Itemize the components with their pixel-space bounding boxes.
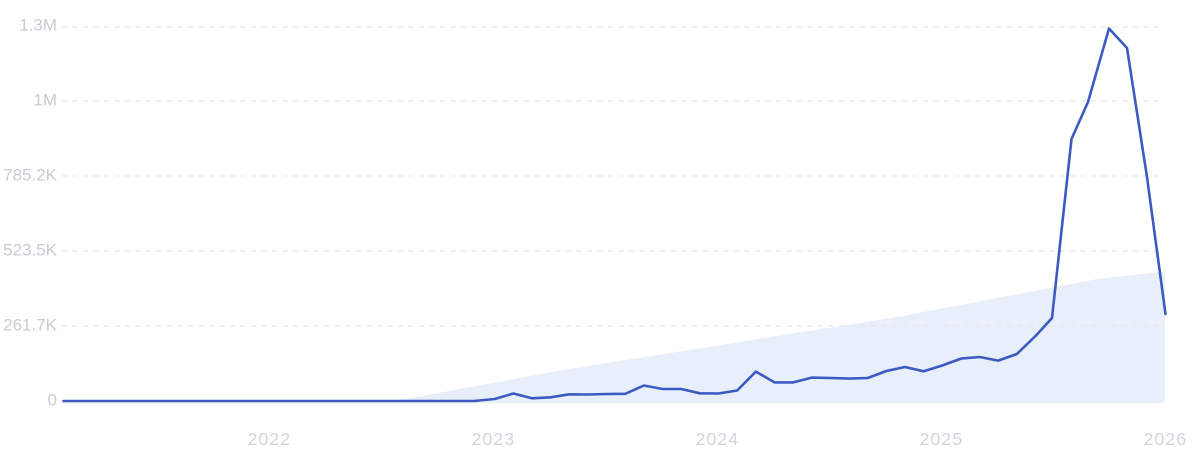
svg-text:2024: 2024 bbox=[696, 429, 740, 449]
svg-text:2025: 2025 bbox=[920, 429, 964, 449]
svg-text:523.5K: 523.5K bbox=[3, 241, 58, 260]
svg-text:2026: 2026 bbox=[1144, 429, 1188, 449]
svg-text:1.3M: 1.3M bbox=[19, 16, 57, 35]
svg-text:261.7K: 261.7K bbox=[3, 316, 58, 335]
svg-text:2022: 2022 bbox=[248, 429, 292, 449]
svg-text:1M: 1M bbox=[33, 91, 57, 110]
svg-text:0: 0 bbox=[48, 391, 57, 410]
svg-text:785.2K: 785.2K bbox=[3, 166, 58, 185]
svg-text:2023: 2023 bbox=[472, 429, 516, 449]
